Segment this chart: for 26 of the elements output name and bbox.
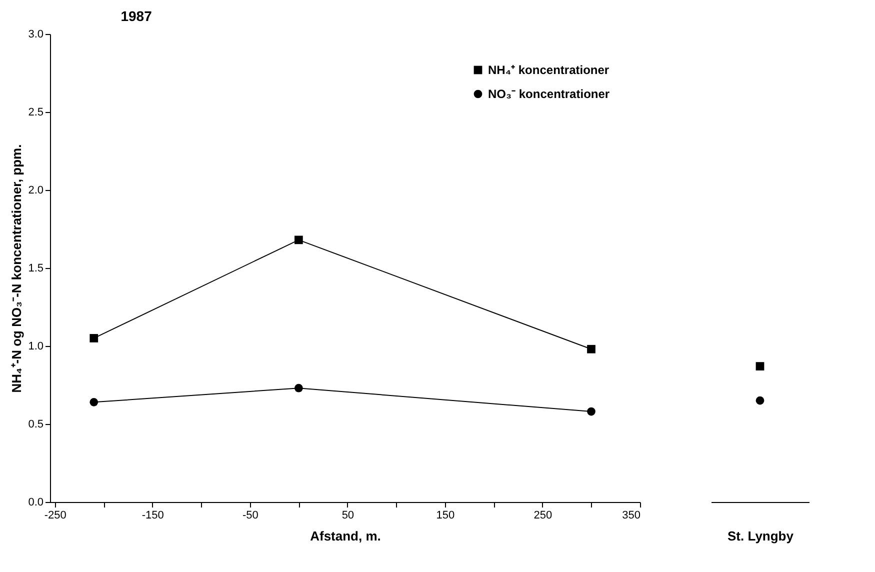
x-tick-label: -50: [242, 510, 258, 522]
y-tick-label: 2.5: [28, 106, 44, 118]
y-axis-title: NH₄⁺-N og NO₃⁻-N koncentrationer, ppm.: [9, 144, 24, 393]
y-tick-label: 1.5: [28, 262, 44, 274]
y-tick-label: 0.0: [28, 496, 44, 508]
chart-title: 1987: [120, 8, 152, 24]
x-tick-label: -150: [142, 510, 164, 522]
legend-label: NO₃⁻ koncentrationer: [488, 87, 610, 101]
x-tick-label: St. Lyngby: [728, 528, 794, 544]
y-tick-label: 0.5: [28, 418, 44, 430]
x-tick-label: 150: [436, 510, 455, 522]
y-tick-label: 2.0: [28, 184, 44, 196]
y-tick-label: 1.0: [28, 340, 44, 352]
point: [294, 236, 303, 244]
point: [587, 344, 596, 354]
point: [294, 384, 303, 392]
x-tick-label: -250: [44, 510, 66, 522]
x-tick-label: 50: [342, 510, 354, 522]
point: [90, 398, 98, 406]
x-tick-label: 250: [534, 510, 552, 522]
y-tick-label: 3.0: [28, 28, 44, 40]
legend-label: NH₄⁺ koncentrationer: [488, 63, 610, 77]
x-axis-title: Afstand, m.: [310, 528, 381, 544]
x-tick-label: 350: [622, 510, 640, 522]
point: [587, 407, 596, 416]
point: [90, 334, 98, 342]
